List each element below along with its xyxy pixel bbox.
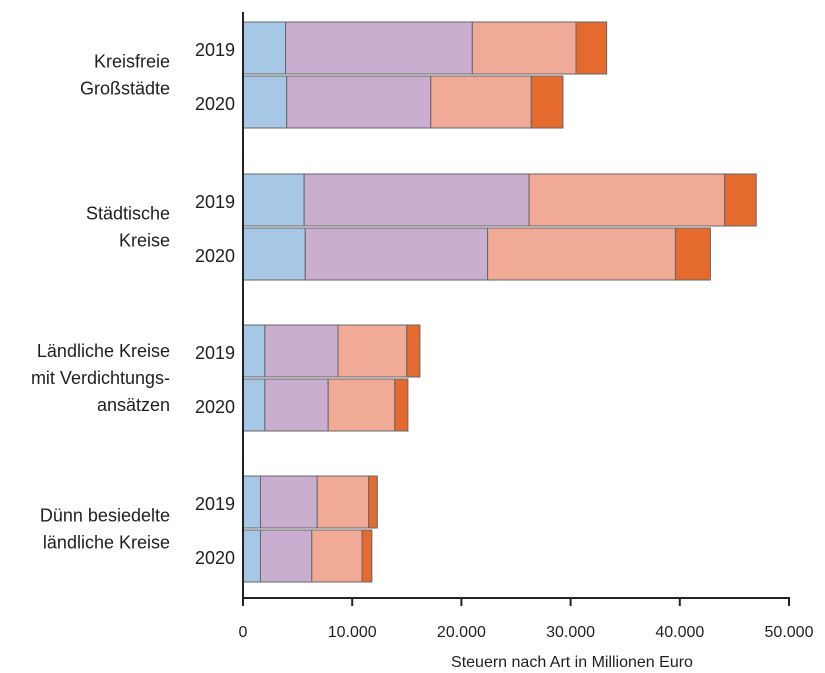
bar-segment-g4-y2020-s2	[259, 529, 313, 583]
bar-segment-g4-y2019-s3	[316, 475, 370, 529]
year-label-g2-2020: 2020	[195, 246, 235, 266]
bar-segment-g1-y2019-s1	[242, 21, 287, 75]
bar-segment-g1-y2020-s3	[430, 75, 532, 129]
bars-layer	[242, 21, 757, 583]
year-label-g1-2019: 2019	[195, 40, 235, 60]
bar-segment-g4-y2019-s4	[368, 475, 378, 529]
bar-segment-g1-y2019-s2	[285, 21, 473, 75]
bar-segment-g3-y2020-s1	[242, 378, 266, 432]
year-label-g2-2019: 2019	[195, 192, 235, 212]
bar-segment-g3-y2020-s2	[264, 378, 329, 432]
category-label-g3-line-1: Ländliche Kreise	[37, 341, 170, 361]
bar-segment-g3-y2019-s4	[406, 324, 421, 378]
bar-segment-g2-y2020-s1	[242, 227, 306, 281]
category-label-g3-line-2: mit Verdichtungs-	[31, 368, 170, 388]
bar-segment-g1-y2019-s3	[471, 21, 577, 75]
bar-segment-g2-y2019-s2	[303, 173, 530, 227]
bar-segment-g1-y2020-s1	[242, 75, 288, 129]
bar-segment-g2-y2019-s3	[528, 173, 726, 227]
bar-segment-g4-y2019-s1	[242, 475, 261, 529]
bar-segment-g2-y2020-s2	[304, 227, 489, 281]
x-tick-label-2: 10.000	[328, 624, 377, 641]
bar-segment-g3-y2020-s3	[327, 378, 396, 432]
year-label-g1-2020: 2020	[195, 94, 235, 114]
bar-segment-g1-y2019-s4	[575, 21, 608, 75]
category-label-g2-line-2: Kreise	[119, 231, 170, 251]
category-label-g4-line-2: ländliche Kreise	[43, 533, 170, 553]
bar-segment-g2-y2020-s3	[487, 227, 676, 281]
year-label-g3-2020: 2020	[195, 397, 235, 417]
bar-segment-g3-y2019-s1	[242, 324, 266, 378]
x-axis-title: Steuern nach Art in Millionen Euro	[451, 654, 693, 671]
x-tick-label-1: 0	[239, 624, 248, 641]
bar-segment-g2-y2019-s1	[242, 173, 305, 227]
bar-segment-g3-y2019-s3	[337, 324, 408, 378]
labels-layer: 2019 2020 Kreisfreie Großstädte 2019 2020 Städ…	[31, 40, 235, 568]
bar-segment-g4-y2020-s1	[242, 529, 261, 583]
bar-segment-g1-y2020-s2	[286, 75, 432, 129]
year-label-g3-2019: 2019	[195, 343, 235, 363]
category-label-g4-line-1: Dünn besiedelte	[40, 506, 170, 526]
bar-segment-g1-y2020-s4	[530, 75, 564, 129]
bar-segment-g2-y2020-s4	[674, 227, 711, 281]
x-tick-label-6: 50.000	[765, 624, 814, 641]
category-label-g3-line-3: ansätzen	[97, 395, 170, 415]
bar-segment-g4-y2020-s4	[361, 529, 373, 583]
axes-layer: 0 10.000 20.000 30.000 40.000 50.000	[239, 12, 814, 641]
bar-segment-g4-y2020-s3	[311, 529, 363, 583]
year-label-g4-2020: 2020	[195, 548, 235, 568]
bar-segment-g4-y2019-s2	[259, 475, 318, 529]
bar-segment-g3-y2019-s2	[264, 324, 339, 378]
category-label-g2-line-1: Städtische	[86, 204, 170, 224]
year-label-g4-2019: 2019	[195, 494, 235, 514]
x-tick-label-3: 20.000	[437, 624, 486, 641]
bar-segment-g2-y2019-s4	[724, 173, 757, 227]
category-label-g1-line-1: Kreisfreie	[94, 52, 170, 72]
x-tick-label-5: 40.000	[655, 624, 704, 641]
category-label-g1-line-2: Großstädte	[80, 79, 170, 99]
bar-segment-g3-y2020-s4	[394, 378, 409, 432]
x-tick-label-4: 30.000	[546, 624, 595, 641]
